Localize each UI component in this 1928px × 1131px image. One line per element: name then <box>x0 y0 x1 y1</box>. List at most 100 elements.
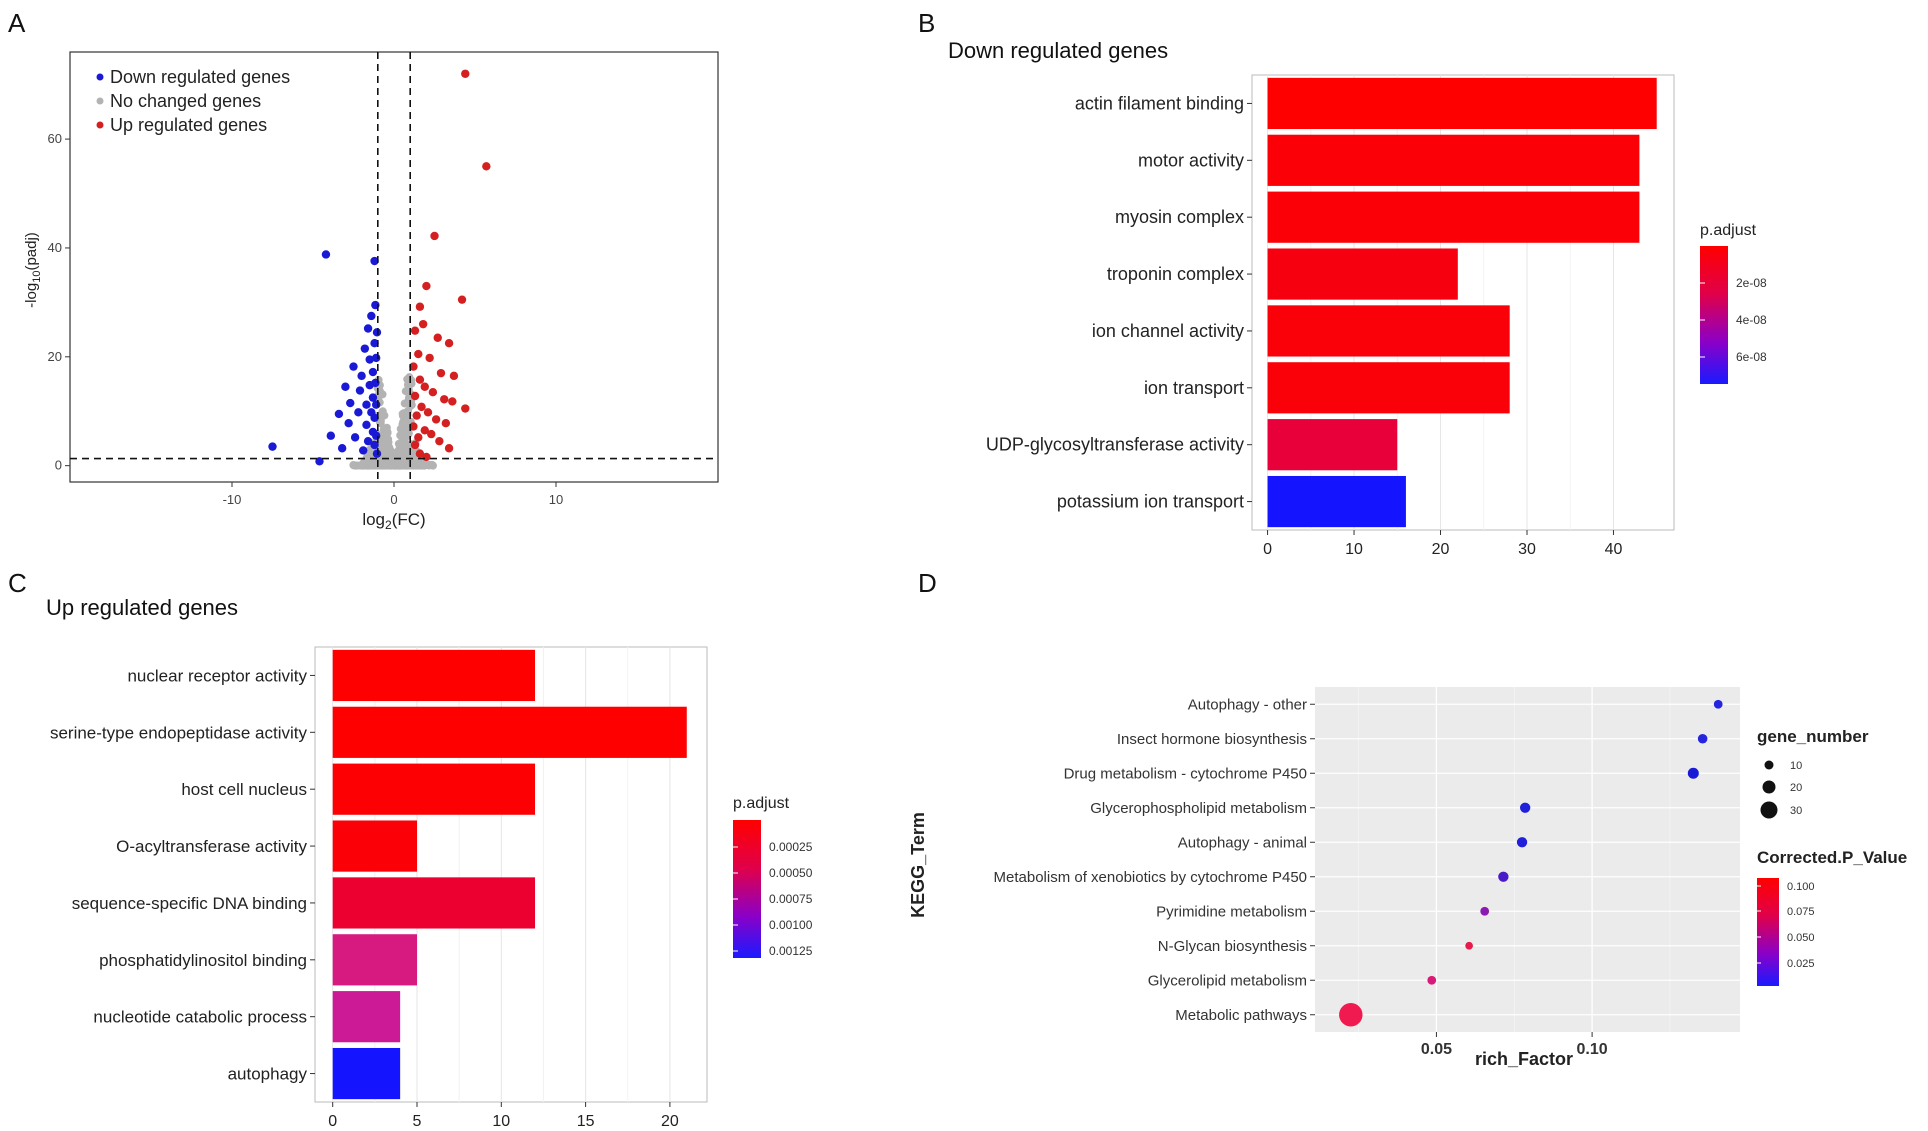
down-regulated-point <box>337 444 347 453</box>
panel-b-legend: p.adjust 2e-08 4e-08 6e-08 <box>1700 222 1767 384</box>
no-change-point <box>419 461 428 470</box>
down-regulated-point <box>371 353 381 363</box>
category-label-drug-metabolism-cytochrome-p450: Drug metabolism - cytochrome P450 <box>1064 765 1307 782</box>
y-tick-label: 0 <box>55 458 62 473</box>
up-regulated-point <box>420 426 429 435</box>
down-regulated-point <box>354 408 363 417</box>
down-regulated-point <box>370 339 379 348</box>
legend-tick-label: 0.00125 <box>769 944 813 958</box>
point-glycerolipid-metabolism <box>1427 975 1437 985</box>
panel-c-legend-title: p.adjust <box>733 795 790 812</box>
panel-label-d: D <box>918 568 937 598</box>
panel-d-color-legend-ticks: 0.100 0.075 0.050 0.025 <box>1757 881 1815 970</box>
legend-down-marker <box>96 73 104 81</box>
down-regulated-point <box>372 449 382 458</box>
down-regulated-point <box>326 431 336 440</box>
down-regulated-point <box>360 344 370 353</box>
category-label-phosphatidylinositol-binding: phosphatidylinositol binding <box>99 951 307 970</box>
panel-a-points <box>268 69 491 470</box>
panel-a-y-axis-label: -log10(padj) <box>23 232 43 308</box>
down-regulated-point <box>371 431 381 440</box>
point-n-glycan-biosynthesis <box>1465 941 1473 950</box>
point-insect-hormone-biosynthesis <box>1697 733 1708 744</box>
down-regulated-point <box>367 311 376 321</box>
legend-tick-label: 0.00075 <box>769 892 813 906</box>
category-label-autophagy-animal: Autophagy - animal <box>1178 834 1307 851</box>
up-regulated-point <box>436 368 446 378</box>
down-regulated-point <box>268 442 277 451</box>
point-pyrimidine-metabolism <box>1480 906 1490 916</box>
down-regulated-point <box>370 256 379 266</box>
legend-tick-label: 0.00100 <box>769 918 813 932</box>
bar-myosin-complex <box>1267 191 1640 243</box>
up-regulated-point <box>440 395 449 404</box>
down-regulated-point <box>315 457 324 466</box>
up-regulated-point <box>417 402 426 412</box>
panel-a-threshold-lines <box>70 52 718 482</box>
up-regulated-point <box>427 429 436 439</box>
category-label-metabolic-pathways: Metabolic pathways <box>1175 1007 1307 1024</box>
no-change-point <box>375 460 384 469</box>
x-tick-label: 0 <box>1263 541 1272 558</box>
point-autophagy-other <box>1713 699 1723 709</box>
category-label-udp-glycosyltransferase-activity: UDP-glycosyltransferase activity <box>986 435 1244 455</box>
panel-c-legend: p.adjust 0.000250.000500.000750.001000.0… <box>733 795 813 958</box>
category-label-motor-activity: motor activity <box>1138 150 1244 170</box>
up-regulated-point <box>414 433 423 442</box>
category-label-glycerolipid-metabolism: Glycerolipid metabolism <box>1148 972 1307 989</box>
no-change-point <box>398 438 407 447</box>
bar-autophagy <box>332 1047 401 1100</box>
bar-o-acyltransferase-activity <box>332 820 418 872</box>
bar-udp-glycosyltransferase-activity <box>1267 419 1398 471</box>
panel-d-points <box>1339 699 1723 1027</box>
size-legend-label-30: 30 <box>1790 805 1802 817</box>
no-change-point <box>382 461 391 470</box>
category-label-insect-hormone-biosynthesis: Insect hormone biosynthesis <box>1117 731 1307 748</box>
bar-motor-activity <box>1267 134 1640 186</box>
bar-serine-type-endopeptidase-activity <box>332 706 687 758</box>
point-drug-metabolism-cytochrome-p450 <box>1687 767 1699 779</box>
bar-nuclear-receptor-activity <box>332 649 536 702</box>
down-regulated-point <box>363 436 373 446</box>
up-regulated-point <box>422 281 431 291</box>
panel-label-a: A <box>8 8 26 38</box>
up-regulated-point <box>410 391 420 401</box>
x-tick-label: 40 <box>1605 541 1623 558</box>
panel-label-b: B <box>918 8 935 38</box>
point-autophagy-animal <box>1516 837 1528 848</box>
bar-sequence-specific-dna-binding <box>332 877 536 929</box>
up-regulated-point <box>457 295 467 304</box>
no-change-point <box>399 409 408 418</box>
up-regulated-point <box>422 452 431 462</box>
down-regulated-point <box>368 393 378 402</box>
up-regulated-point <box>430 231 439 241</box>
no-change-point <box>376 416 385 425</box>
panel-b-bars <box>1267 77 1657 528</box>
panel-d-color-legend: Corrected.P_Value 0.100 0.075 0.050 0.025 <box>1757 848 1907 986</box>
size-legend-marker-30 <box>1760 801 1778 819</box>
down-regulated-point <box>370 440 379 450</box>
y-tick-label: 20 <box>48 349 62 364</box>
up-regulated-point <box>435 436 444 446</box>
bar-nucleotide-catabolic-process <box>332 991 401 1043</box>
category-label-ion-transport: ion transport <box>1144 378 1244 398</box>
up-regulated-point <box>444 444 454 453</box>
category-label-glycerophospholipid-metabolism: Glycerophospholipid metabolism <box>1090 800 1307 817</box>
category-label-pyrimidine-metabolism: Pyrimidine metabolism <box>1156 903 1307 920</box>
category-label-nuclear-receptor-activity: nuclear receptor activity <box>127 666 307 685</box>
legend-up-marker <box>96 121 104 129</box>
category-label-sequence-specific-dna-binding: sequence-specific DNA binding <box>72 894 307 913</box>
no-change-point <box>399 461 408 470</box>
size-legend-marker-20 <box>1762 780 1776 794</box>
panel-d-size-legend-title: gene_number <box>1757 727 1869 746</box>
legend-tick-label: 0.075 <box>1787 906 1815 918</box>
up-regulated-point <box>461 69 470 78</box>
up-regulated-point <box>423 408 433 417</box>
no-change-point <box>382 423 391 432</box>
x-tick-label: 30 <box>1518 541 1536 558</box>
no-change-point <box>399 451 408 460</box>
up-regulated-point <box>415 449 425 458</box>
panel-b-legend-title: p.adjust <box>1700 222 1757 239</box>
no-change-point <box>426 460 435 469</box>
